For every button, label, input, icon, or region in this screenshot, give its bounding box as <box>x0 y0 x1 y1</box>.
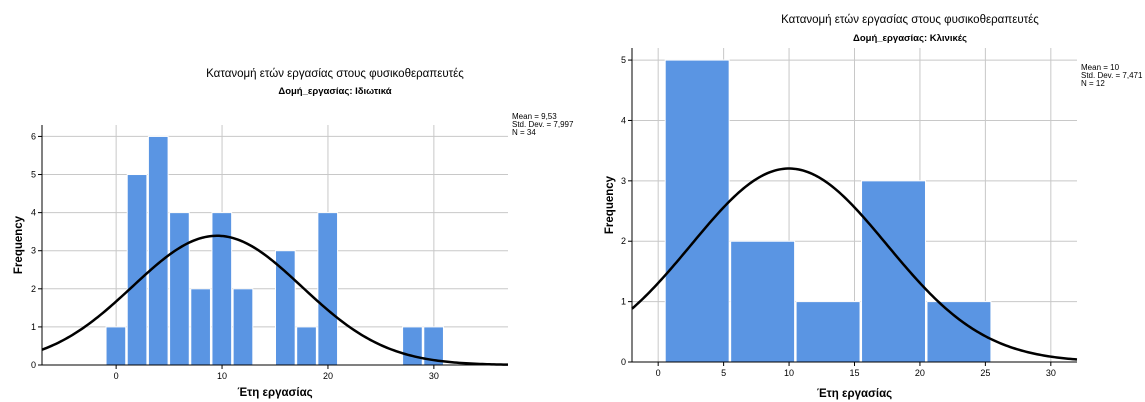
y-tick-label: 0 <box>621 357 626 367</box>
y-tick-label: 2 <box>31 284 36 294</box>
chart-title: Κατανομή ετών εργασίας στους φυσικοθεραπ… <box>206 68 464 80</box>
x-tick-label: 30 <box>429 371 439 381</box>
histogram-bar <box>402 326 423 366</box>
stats-line: N = 34 <box>512 128 536 137</box>
y-tick-label: 3 <box>621 176 626 186</box>
y-tick-label: 4 <box>31 208 36 218</box>
x-tick-label: 15 <box>849 368 859 378</box>
chart-clinics: 0 1 2 3 4 5 0 5 10 15 20 25 30 Κατανομή ετών εργασίας… <box>604 14 1143 400</box>
histogram-bar <box>926 301 992 363</box>
stats-line: Std. Dev. = 7,997 <box>512 120 574 129</box>
x-axis-label: Έτη εργασίας <box>817 388 892 400</box>
stats-line: Mean = 9,53 <box>512 112 557 121</box>
x-tick-label: 0 <box>656 368 661 378</box>
y-axis-label: Frequency <box>13 215 25 274</box>
x-axis-label: Έτη εργασίας <box>237 387 312 399</box>
histogram-bar <box>730 240 796 363</box>
y-tick-label: 2 <box>621 236 626 246</box>
histogram-bar <box>795 301 861 363</box>
x-tick-label: 10 <box>784 368 794 378</box>
histogram-bar <box>317 212 339 366</box>
x-tick-label: 5 <box>721 368 726 378</box>
y-tick-label: 6 <box>31 131 36 141</box>
chart-subtitle: Δομή_εργασίας: Κλινικές <box>853 33 967 44</box>
y-tick-label: 3 <box>31 246 36 256</box>
histogram-bar <box>861 180 926 363</box>
x-tick-label: 20 <box>915 368 925 378</box>
stats-line: Mean = 10 <box>1081 63 1120 72</box>
y-tick-label: 1 <box>31 322 36 332</box>
chart-title: Κατανομή ετών εργασίας στους φυσικοθεραπ… <box>781 14 1039 26</box>
x-tick-label: 25 <box>980 368 990 378</box>
histogram-bar <box>232 288 254 366</box>
histogram-bar <box>169 212 190 366</box>
normal-curve <box>41 234 509 366</box>
y-tick-label: 4 <box>621 115 626 125</box>
stats-line: N = 12 <box>1081 79 1105 88</box>
y-tick-label: 1 <box>621 297 626 307</box>
histogram-bar <box>296 326 317 366</box>
histogram-bar <box>275 250 296 366</box>
y-tick-label: 0 <box>31 360 36 370</box>
x-tick-label: 10 <box>217 371 227 381</box>
x-tick-label: 20 <box>323 371 333 381</box>
y-tick-label: 5 <box>621 55 626 65</box>
y-tick-label: 5 <box>31 170 36 180</box>
stats-line: Std. Dev. = 7,471 <box>1081 71 1143 80</box>
y-axis-label: Frequency <box>604 175 616 234</box>
x-tick-label: 0 <box>114 371 119 381</box>
chart-private: 0 1 2 3 4 5 6 0 10 20 30 Κατανομή ετών εργασίας στο… <box>13 68 574 399</box>
histogram-bar <box>147 135 169 366</box>
histogram-bar <box>190 288 211 366</box>
histogram-bar <box>105 326 127 366</box>
chart-subtitle: Δομή_εργασίας: Ιδιωτικά <box>278 86 391 97</box>
histogram-bar <box>126 174 148 366</box>
normal-curve <box>631 167 1078 361</box>
x-tick-label: 30 <box>1046 368 1056 378</box>
